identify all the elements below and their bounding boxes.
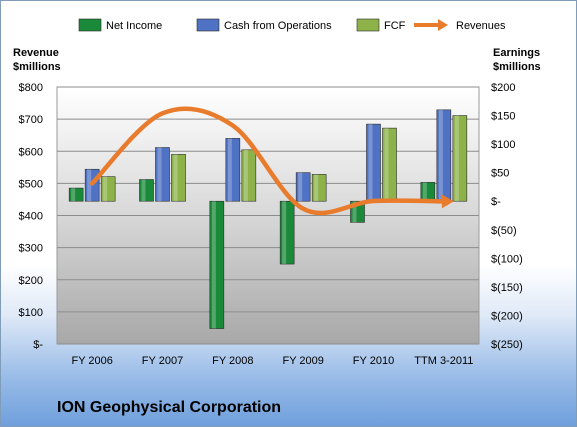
bar-highlight (71, 188, 76, 202)
bar-highlight (87, 169, 92, 202)
bar-highlight (384, 128, 389, 202)
bar-net-income (279, 200, 295, 265)
bar-highlight (314, 174, 319, 202)
bar-highlight (157, 147, 162, 202)
right-axis-title-line2: $millions (493, 61, 541, 73)
right-tick-label: $- (491, 196, 501, 208)
legend-swatch-net-income (78, 18, 102, 32)
left-tick-label: $700 (19, 114, 43, 126)
legend-label: Revenues (456, 20, 506, 32)
bar-highlight (298, 172, 303, 202)
bar-cash-from-operations (295, 172, 311, 202)
legend-arrowhead-revenues (438, 19, 448, 31)
right-tick-label: $(100) (491, 253, 523, 265)
bar-highlight (368, 124, 373, 202)
bar-net-income (139, 179, 154, 202)
category-label: FY 2006 (71, 355, 112, 367)
left-tick-label: $100 (19, 307, 43, 319)
right-tick-label: $(250) (491, 339, 523, 351)
company-name: ION Geophysical Corporation (57, 399, 282, 416)
right-tick-label: $(200) (491, 310, 523, 322)
bar-net-income (68, 187, 84, 202)
left-tick-label: $500 (19, 178, 43, 190)
legend-label: Net Income (106, 20, 162, 32)
bar-highlight (173, 154, 178, 202)
category-label: FY 2009 (282, 355, 323, 367)
right-tick-label: $150 (491, 111, 515, 123)
category-label: TTM 3-2011 (414, 355, 473, 367)
right-tick-label: $100 (491, 139, 515, 151)
right-tick-label: $(150) (491, 282, 523, 294)
bar-cash-from-operations (155, 147, 170, 202)
right-tick-label: $50 (491, 168, 509, 180)
bar-highlight (422, 182, 427, 202)
left-tick-label: $300 (19, 243, 43, 255)
legend-label: Cash from Operations (224, 20, 332, 32)
bar-highlight (243, 149, 248, 202)
left-tick-label: $800 (19, 82, 43, 94)
left-tick-label: $600 (19, 146, 43, 158)
bar-highlight (141, 179, 146, 202)
left-tick-label: $200 (19, 275, 43, 287)
legend-label: FCF (384, 20, 406, 32)
legend-swatch-cash-from-operations (196, 18, 220, 32)
left-tick-label: $400 (19, 211, 43, 223)
right-tick-label: $200 (491, 82, 515, 94)
bar-fcf (241, 149, 257, 202)
bar-cash-from-operations (225, 138, 241, 202)
legend-swatch-fcf (356, 18, 380, 32)
revenues-line (89, 106, 447, 216)
bar-highlight (227, 138, 232, 202)
bar-net-income (209, 200, 225, 329)
revenues-line-arrowhead (441, 194, 454, 209)
left-tick-label: $- (33, 339, 43, 351)
bar-highlight (103, 176, 108, 202)
bar-highlight (282, 201, 287, 265)
bar-highlight (454, 115, 459, 202)
left-axis-title-line2: $millions (13, 61, 61, 73)
bar-fcf (171, 154, 186, 202)
category-label: FY 2008 (212, 355, 253, 367)
bar-highlight (438, 109, 443, 202)
category-label: FY 2010 (353, 355, 394, 367)
category-label: FY 2007 (142, 355, 183, 367)
bar-fcf (452, 115, 468, 202)
right-tick-label: $(50) (491, 225, 517, 237)
left-axis-title: Revenue $millions (13, 46, 61, 74)
bar-highlight (352, 201, 357, 223)
bar-highlight (211, 201, 216, 329)
right-axis-title: Earnings $millions (493, 46, 541, 74)
bar-fcf (311, 174, 327, 202)
bar-fcf (100, 176, 116, 202)
right-axis-title-line1: Earnings (493, 47, 541, 59)
left-axis-title-line1: Revenue (13, 47, 59, 59)
